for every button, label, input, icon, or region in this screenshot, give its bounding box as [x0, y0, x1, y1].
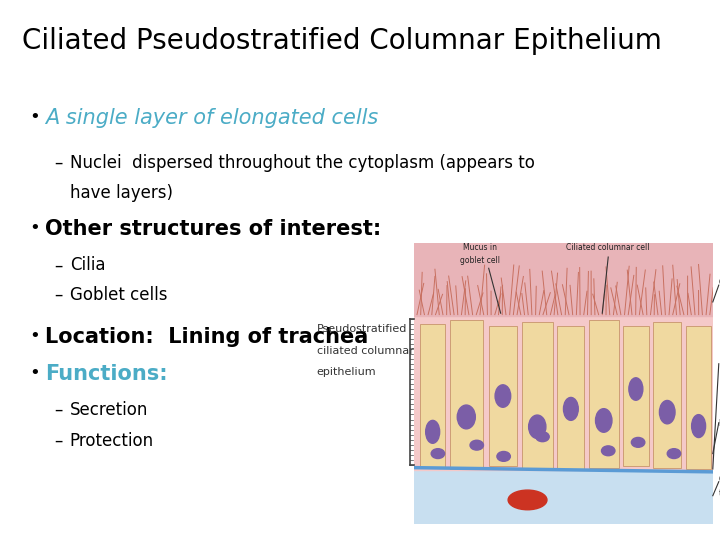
Text: •: • [29, 219, 40, 237]
Ellipse shape [431, 449, 445, 458]
Text: Ciliated Pseudostratified Columnar Epithelium: Ciliated Pseudostratified Columnar Epith… [22, 27, 662, 55]
Ellipse shape [497, 451, 510, 461]
Bar [521, 322, 553, 468]
Text: tissue: tissue [719, 489, 720, 498]
Ellipse shape [629, 378, 643, 400]
Bar [450, 320, 482, 469]
Ellipse shape [457, 405, 475, 429]
Text: Secretion: Secretion [70, 401, 148, 418]
Ellipse shape [660, 401, 675, 424]
Ellipse shape [595, 409, 612, 432]
Text: –: – [54, 154, 63, 172]
Text: Functions:: Functions: [45, 364, 167, 384]
Text: goblet cell: goblet cell [460, 255, 500, 265]
Text: Connective: Connective [719, 475, 720, 484]
Text: Protection: Protection [70, 432, 154, 450]
Ellipse shape [470, 440, 483, 450]
Text: Basal cell: Basal cell [719, 418, 720, 428]
Text: •: • [29, 327, 40, 345]
Ellipse shape [426, 420, 440, 443]
Text: •: • [29, 364, 40, 382]
Bar [589, 320, 618, 468]
Bar [489, 326, 517, 466]
Text: Goblet cells: Goblet cells [70, 286, 167, 304]
Bar [557, 326, 585, 469]
Text: –: – [54, 432, 63, 450]
Text: Pseudostratified: Pseudostratified [317, 324, 408, 334]
Text: Cilia: Cilia [70, 256, 105, 274]
Bar [414, 468, 713, 524]
Text: ciliated columnar: ciliated columnar [317, 346, 414, 356]
Ellipse shape [564, 397, 578, 420]
Bar [414, 313, 713, 470]
Text: have layers): have layers) [70, 184, 173, 201]
Bar [414, 243, 713, 316]
Bar [686, 326, 711, 469]
Ellipse shape [508, 490, 547, 510]
Text: epithelium: epithelium [317, 367, 377, 377]
Ellipse shape [667, 449, 680, 458]
Ellipse shape [692, 415, 706, 437]
Ellipse shape [528, 415, 546, 438]
Text: Ciliated columnar cell: Ciliated columnar cell [567, 243, 650, 252]
Bar [653, 322, 681, 468]
Text: Cilia: Cilia [719, 278, 720, 287]
Text: –: – [54, 401, 63, 418]
Text: Basement: Basement [719, 351, 720, 360]
Ellipse shape [536, 432, 549, 442]
Text: Nuclei  dispersed throughout the cytoplasm (appears to: Nuclei dispersed throughout the cytoplas… [70, 154, 535, 172]
Text: Other structures of interest:: Other structures of interest: [45, 219, 381, 239]
Ellipse shape [631, 437, 645, 447]
Ellipse shape [495, 385, 510, 407]
Text: Mucus in: Mucus in [463, 243, 497, 252]
Ellipse shape [601, 446, 615, 456]
Bar [623, 326, 649, 466]
Bar [420, 325, 446, 468]
Text: •: • [29, 108, 40, 126]
Text: membrane: membrane [719, 365, 720, 374]
Text: –: – [54, 256, 63, 274]
Text: –: – [54, 286, 63, 304]
Text: A single layer of elongated cells: A single layer of elongated cells [45, 108, 378, 128]
Text: Location:  Lining of trachea: Location: Lining of trachea [45, 327, 368, 347]
